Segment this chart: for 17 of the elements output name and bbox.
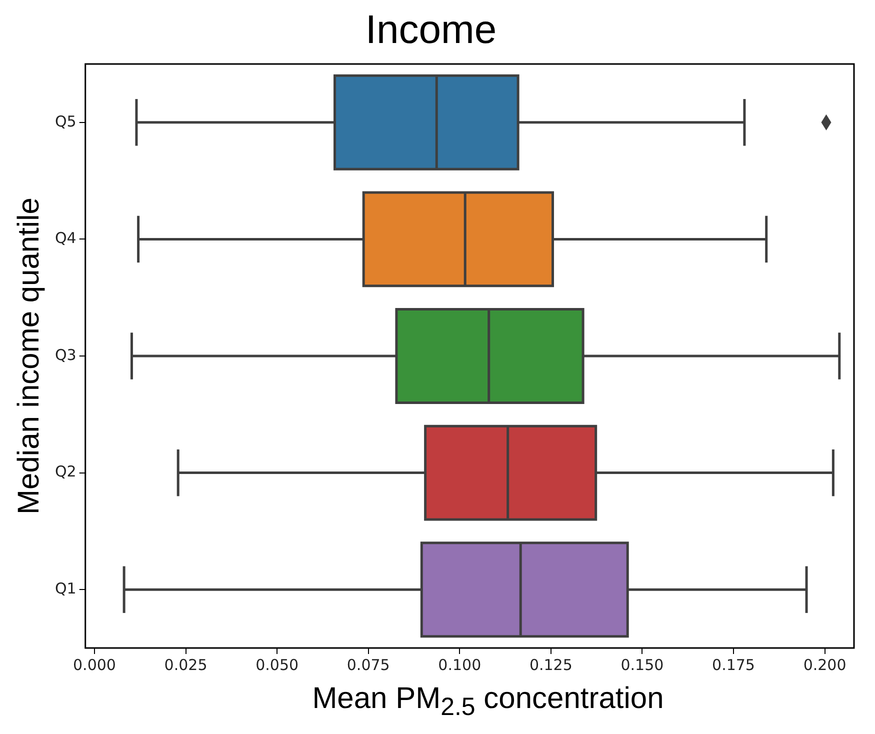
y-tick-label: Q3	[54, 346, 76, 364]
y-tick-label: Q4	[54, 229, 76, 248]
x-axis-title: Mean PM$_{2.5}$ concentration	[311, 682, 665, 722]
x-tick-label: 0.075	[346, 656, 390, 674]
x-tick-label: 0.175	[712, 656, 755, 674]
x-tick-label: 0.125	[529, 656, 572, 674]
x-tick-label: 0.050	[256, 656, 299, 674]
x-tick-label: 0.100	[438, 656, 482, 674]
x-tick-label: 0.000	[73, 656, 116, 674]
chart-title: Income	[365, 8, 497, 52]
y-tick-label: Q2	[54, 462, 76, 481]
x-tick-label: 0.025	[164, 656, 208, 674]
y-axis-title: Median income quantile	[12, 198, 46, 514]
y-tick-label: Q1	[54, 579, 76, 598]
x-tick-label: 0.200	[803, 656, 846, 674]
y-tick-label: Q5	[54, 112, 76, 130]
x-tick-label: 0.150	[620, 656, 664, 674]
